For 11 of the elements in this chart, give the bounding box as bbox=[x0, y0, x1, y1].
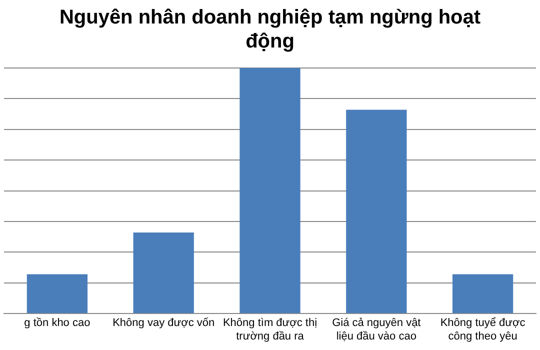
x-tick-label: g tồn kho cao bbox=[24, 317, 90, 330]
bar bbox=[26, 274, 88, 314]
x-tick-label: Không vay được vốn bbox=[112, 317, 215, 330]
x-tick-label: Giá cả nguyên vật liệu đầu vào cao bbox=[332, 317, 421, 342]
bar bbox=[240, 68, 300, 314]
bar bbox=[452, 274, 514, 314]
x-tick-label: Không tuyể được công theo yêu bbox=[440, 317, 526, 342]
x-tick-label: Không tìm được thị trường đầu ra bbox=[222, 317, 318, 342]
bar bbox=[133, 232, 194, 314]
chart-title: Nguyên nhân doanh nghiệp tạm ngừng hoạt động bbox=[59, 6, 481, 53]
bar bbox=[346, 110, 407, 314]
